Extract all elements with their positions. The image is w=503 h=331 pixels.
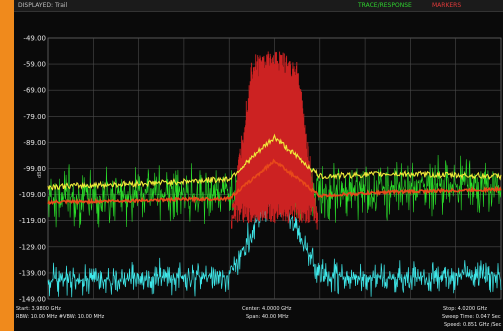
y-tick-label: -149.00 [19,296,46,304]
y-tick-label: -89.00 [23,139,46,147]
trace-orange [47,158,502,206]
y-tick-label: -109.00 [19,191,46,199]
frequency-footer: Start: 3.9800 GHz RBW: 10.00 MHz #VBW: 1… [14,303,503,331]
spectrum-analyzer-screen: DISPLAYED: Trail TRACE/RESPONSE MARKERS … [14,0,503,331]
y-tick-label: -99.00 [23,165,46,173]
center-frequency: Center: 4.0000 GHz [242,306,292,312]
y-tick-label: -49.00 [23,35,46,43]
trace-response-label: TRACE/RESPONSE [358,2,412,9]
y-tick-label: -139.00 [19,269,46,277]
bandwidth-readout: RBW: 10.00 MHz #VBW: 10.00 MHz [16,314,105,320]
trace-yellow [47,133,502,191]
y-tick-label: -59.00 [23,61,46,69]
display-mode-label: DISPLAYED: Trail [18,2,68,9]
markers-label: MARKERS [432,2,462,9]
trace-group [47,51,502,298]
start-frequency: Start: 3.9800 GHz [16,306,61,312]
y-tick-label: -79.00 [23,113,46,121]
y-axis-ticks: -49.00 -59.00 -69.00 -79.00 -89.00 -99.00 -109… [19,35,46,304]
y-tick-label: -69.00 [23,87,46,95]
y-tick-label: -129.00 [19,243,46,251]
y-tick-label: -119.00 [19,217,46,225]
stop-frequency: Stop: 4.0200 GHz [443,306,487,312]
sweep-time: Sweep Time: 0.047 Sec [442,314,501,320]
spectrum-plot[interactable]: -49.00 -59.00 -69.00 -79.00 -89.00 -99.00 -109… [14,0,503,331]
status-bar: DISPLAYED: Trail TRACE/RESPONSE MARKERS [14,0,503,12]
sweep-speed: Speed: 0.851 GHz /Sec [444,322,502,328]
span-readout: Span: 40.00 MHz [246,314,289,320]
y-axis-label: dBm [37,166,43,178]
